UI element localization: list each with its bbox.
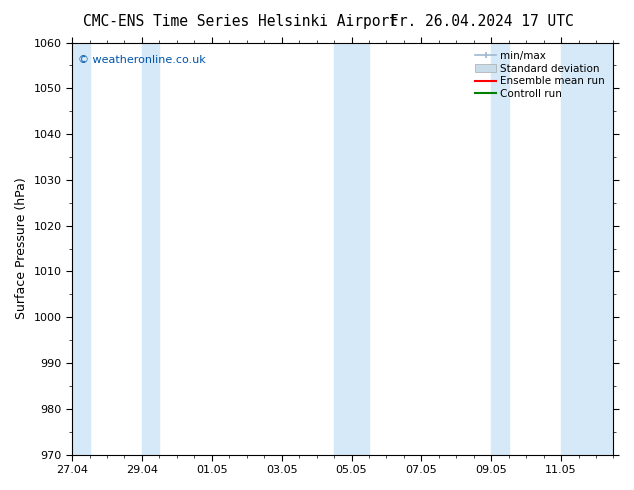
Bar <box>491 43 508 455</box>
Bar <box>561 43 614 455</box>
Y-axis label: Surface Pressure (hPa): Surface Pressure (hPa) <box>15 178 28 319</box>
Bar <box>142 43 159 455</box>
Bar <box>72 43 89 455</box>
Text: CMC-ENS Time Series Helsinki Airport: CMC-ENS Time Series Helsinki Airport <box>84 14 398 29</box>
Text: Fr. 26.04.2024 17 UTC: Fr. 26.04.2024 17 UTC <box>390 14 574 29</box>
Text: © weatheronline.co.uk: © weatheronline.co.uk <box>77 55 205 65</box>
Bar <box>334 43 369 455</box>
Legend: min/max, Standard deviation, Ensemble mean run, Controll run: min/max, Standard deviation, Ensemble me… <box>472 48 608 102</box>
